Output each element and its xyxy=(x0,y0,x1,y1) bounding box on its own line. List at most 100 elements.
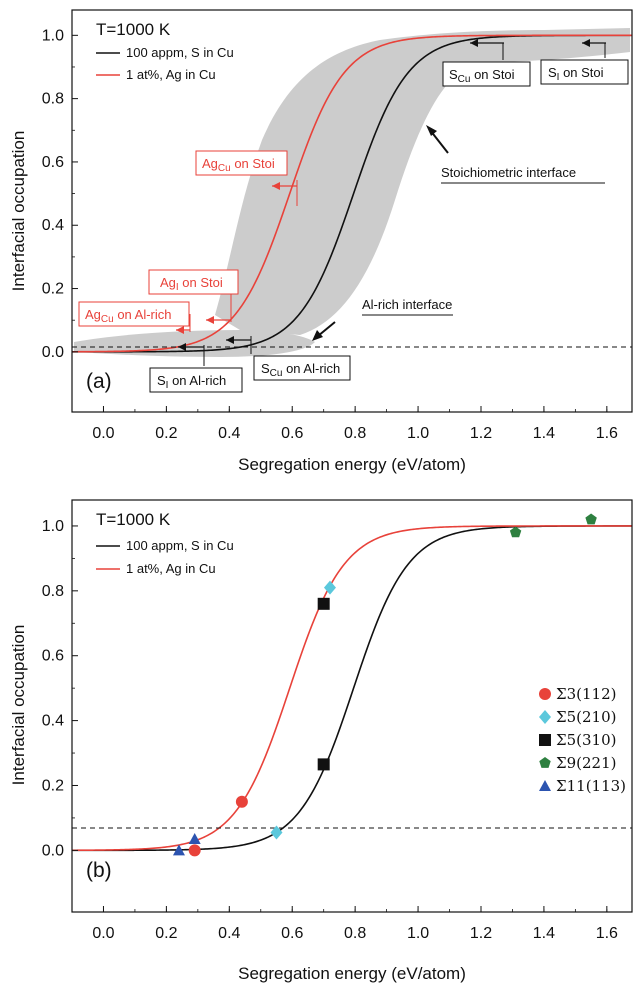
y-tick-label: 0.6 xyxy=(42,648,64,665)
x-tick-label: 0.0 xyxy=(92,425,114,442)
panel-a: 0.0 0.2 0.4 0.6 0.8 1.0 1.2 1.4 1.6 0.0 0.2 0.4 0.6 0… xyxy=(9,9,633,474)
axes-b: 0.0 0.2 0.4 0.6 0.8 1.0 1.2 1.4 1.6 0.0 0.2 0.4 0.6 0… xyxy=(42,518,618,942)
alrich-arrow xyxy=(317,321,336,337)
agcu-stoi-arrowhead xyxy=(272,182,280,190)
x-tick-label: 0.6 xyxy=(281,925,303,942)
s1-stoi-arrowhead xyxy=(582,39,590,47)
x-tick-label: 1.0 xyxy=(407,425,429,442)
x-axis-label: Segregation energy (eV/atom) xyxy=(238,964,466,983)
y-axis-label: Interfacial occupation xyxy=(9,131,28,292)
y-tick-label: 0.0 xyxy=(42,344,64,361)
x-tick-label: 1.0 xyxy=(407,925,429,942)
x-tick-label: 0.4 xyxy=(218,425,240,442)
scu-alrich-label: SCu on Al-rich xyxy=(261,361,340,379)
y-tick-label: 1.0 xyxy=(42,27,64,44)
plot-frame xyxy=(71,9,633,413)
legend-entry-s-in-cu: 100 appm, S in Cu xyxy=(126,538,234,553)
y-tick-label: 0.8 xyxy=(42,583,64,600)
panel-b: 0.0 0.2 0.4 0.6 0.8 1.0 1.2 1.4 1.6 0.0 0.2 0.4 0.6 0… xyxy=(9,499,633,983)
legend-entry-s-in-cu: 100 appm, S in Cu xyxy=(126,45,234,60)
s1-stoi-box xyxy=(540,59,629,85)
x-tick-label: 0.4 xyxy=(218,925,240,942)
data-marker xyxy=(188,833,201,845)
s1-alrich-arrowhead xyxy=(178,343,186,351)
agcu-alrich-arrowhead xyxy=(176,326,184,334)
markers-b xyxy=(172,513,597,857)
panel-label-a: (a) xyxy=(86,370,112,393)
y-tick-label: 0.8 xyxy=(42,91,64,108)
x-tick-label: 1.4 xyxy=(533,925,555,942)
alrich-arrowhead xyxy=(312,330,323,341)
y-tick-label: 0.6 xyxy=(42,154,64,171)
ag1-stoi-arrowhead xyxy=(206,316,214,324)
marker-legend-label: Σ5(210) xyxy=(556,708,616,726)
data-marker xyxy=(317,758,330,771)
legend-marker xyxy=(539,780,551,791)
data-marker xyxy=(188,844,201,857)
s1-alrich-label: SI on Al-rich xyxy=(157,373,226,391)
ag-in-cu-curve xyxy=(72,34,632,353)
panel-label-b: (b) xyxy=(86,859,112,882)
agcu-stoi-label: AgCu on Stoi xyxy=(202,156,275,174)
y-tick-label: 0.2 xyxy=(42,777,64,794)
temperature-label: T=1000 K xyxy=(96,510,171,529)
scu-stoi-box xyxy=(442,61,531,87)
stoich-label: Stoichiometric interface xyxy=(441,165,576,180)
alrich-label: Al-rich interface xyxy=(362,297,452,312)
data-marker xyxy=(172,844,185,856)
s1-alrich-box xyxy=(149,367,243,393)
x-axis-label: Segregation energy (eV/atom) xyxy=(238,455,466,474)
x-tick-label: 0.2 xyxy=(155,925,177,942)
y-axis-label: Interfacial occupation xyxy=(9,625,28,786)
stoichiometric-band xyxy=(215,28,630,335)
y-tick-label: 1.0 xyxy=(42,518,64,535)
marker-legend-label: Σ3(112) xyxy=(556,685,616,703)
scu-stoi-label: SCu on Stoi xyxy=(449,67,515,85)
scu-stoi-arrowhead xyxy=(470,39,478,47)
marker-legend: Σ3(112) Σ5(210) Σ5(310) Σ9(221) Σ11(113) xyxy=(539,685,626,795)
marker-legend-label: Σ11(113) xyxy=(556,777,626,795)
scu-alrich-box xyxy=(253,355,351,381)
data-marker xyxy=(585,513,597,525)
legend-entry-ag-in-cu: 1 at%, Ag in Cu xyxy=(126,561,216,576)
y-tick-label: 0.4 xyxy=(42,713,64,730)
agcu-alrich-box xyxy=(78,301,190,327)
data-marker xyxy=(317,597,330,610)
agcu-stoi-box xyxy=(195,150,288,176)
x-tick-label: 0.0 xyxy=(92,925,114,942)
ag1-stoi-label: AgI on Stoi xyxy=(160,275,223,293)
x-tick-label: 0.6 xyxy=(281,425,303,442)
legend-marker xyxy=(539,688,551,700)
agcu-alrich-label: AgCu on Al-rich xyxy=(85,307,172,325)
y-tick-label: 0.0 xyxy=(42,842,64,859)
y-tick-label: 0.2 xyxy=(42,281,64,298)
axes-a: 0.0 0.2 0.4 0.6 0.8 1.0 1.2 1.4 1.6 0.0 0.2 0.4 0.6 0… xyxy=(42,27,618,442)
legend-entry-ag-in-cu: 1 at%, Ag in Cu xyxy=(126,67,216,82)
data-marker xyxy=(235,795,248,808)
x-tick-label: 1.6 xyxy=(596,425,618,442)
s1-stoi-label: SI on Stoi xyxy=(548,65,604,83)
temperature-label: T=1000 K xyxy=(96,20,171,39)
x-tick-label: 1.4 xyxy=(533,425,555,442)
x-tick-label: 1.2 xyxy=(470,925,492,942)
ag-in-cu-curve xyxy=(72,525,632,852)
data-marker xyxy=(270,825,283,840)
stoich-arrowhead xyxy=(426,125,437,136)
legend-marker xyxy=(539,757,551,768)
scu-alrich-arrowhead xyxy=(226,336,234,344)
ag1-stoi-box xyxy=(148,269,239,295)
annotations-a: SI on Stoi SCu on Stoi Stoichiometric in… xyxy=(78,39,629,393)
x-tick-label: 0.8 xyxy=(344,425,366,442)
plot-frame xyxy=(71,499,633,913)
x-tick-label: 1.6 xyxy=(596,925,618,942)
marker-legend-label: Σ9(221) xyxy=(556,754,616,772)
x-tick-label: 0.8 xyxy=(344,925,366,942)
legend-marker xyxy=(539,734,551,746)
data-marker xyxy=(509,526,522,538)
x-tick-label: 1.2 xyxy=(470,425,492,442)
x-tick-label: 0.2 xyxy=(155,425,177,442)
legend-marker xyxy=(539,710,551,724)
data-marker xyxy=(323,580,336,595)
y-tick-label: 0.4 xyxy=(42,217,64,234)
